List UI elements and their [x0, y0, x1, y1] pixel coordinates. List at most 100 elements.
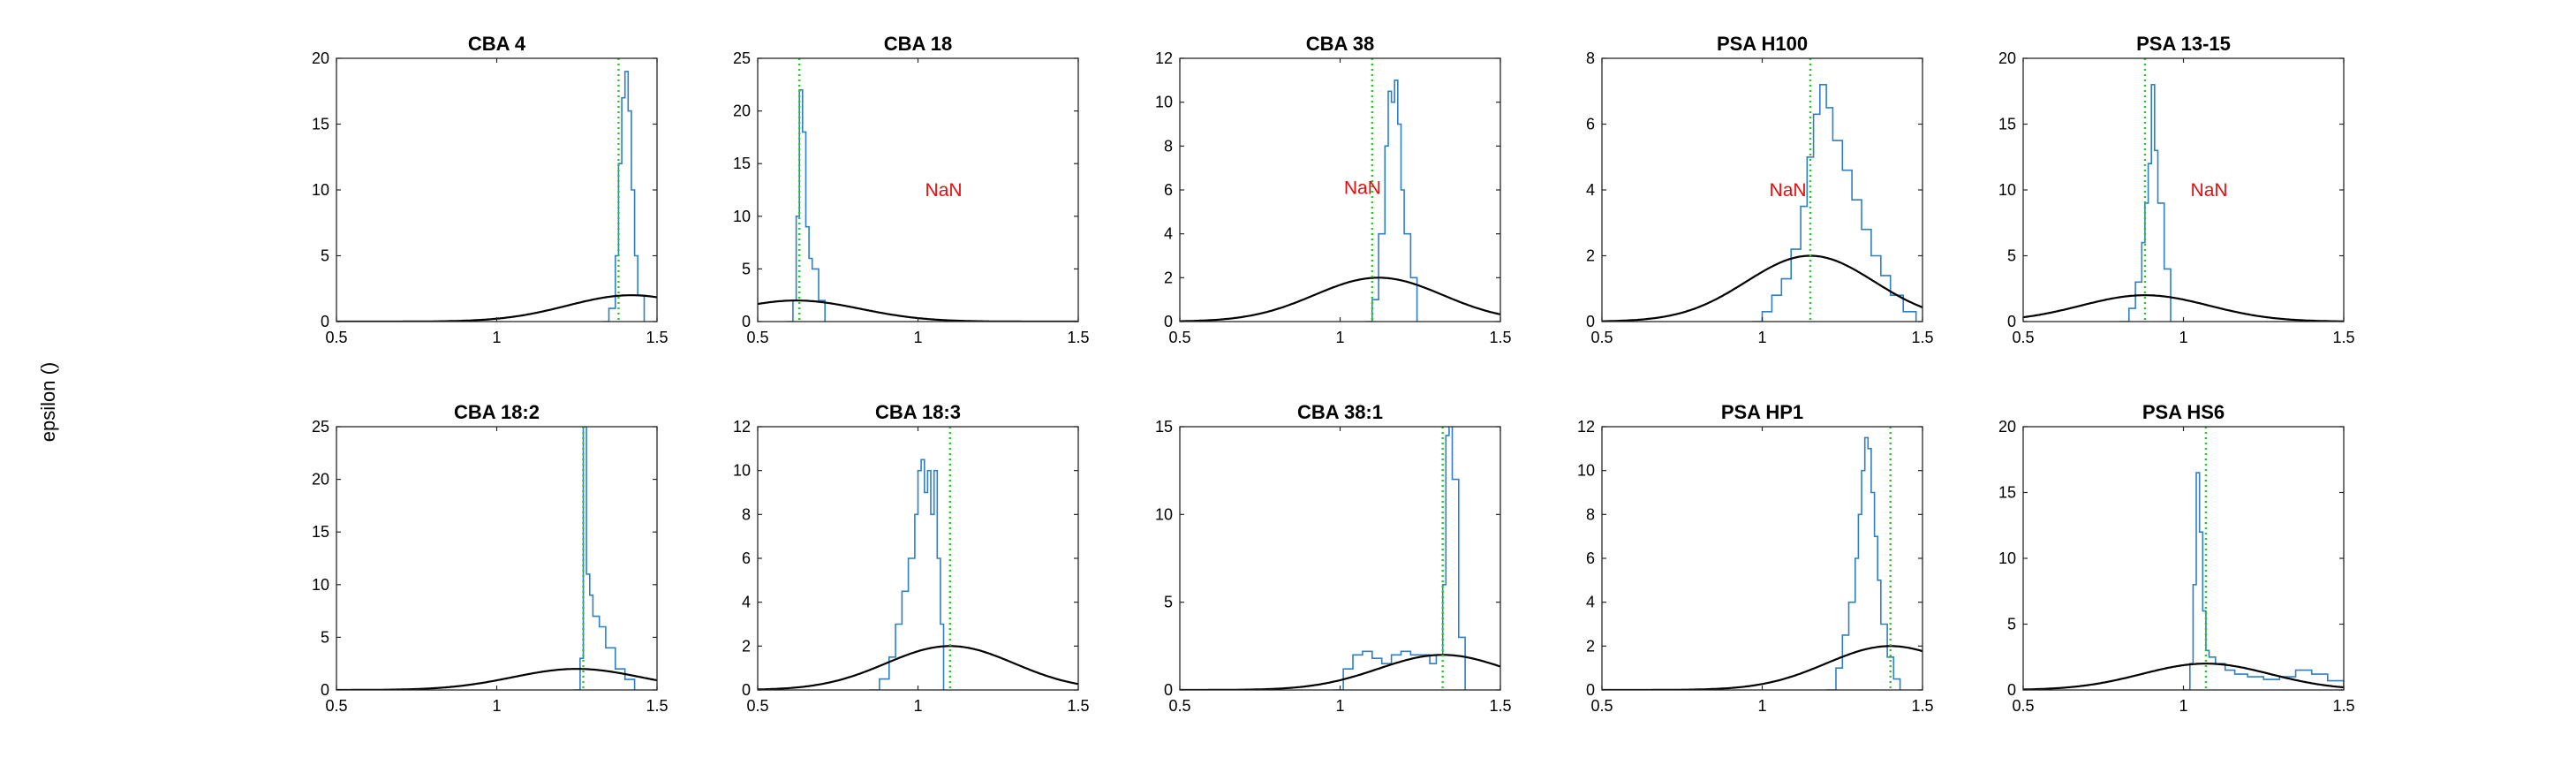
- y-tick-label: 0: [1164, 313, 1173, 330]
- y-tick-label: 10: [1998, 549, 2016, 567]
- y-tick-label: 15: [1998, 484, 2016, 502]
- subplot-title: CBA 18:3: [875, 401, 961, 423]
- y-tick-label: 5: [321, 628, 329, 646]
- subplot-title: PSA 13-15: [2136, 33, 2231, 55]
- histogram-series: [1333, 427, 1466, 690]
- y-tick-label: 15: [312, 523, 329, 541]
- y-tick-label: 15: [733, 155, 751, 172]
- x-tick-label: 0.5: [2012, 697, 2034, 715]
- y-tick-label: 5: [1164, 594, 1173, 611]
- plot-area: [758, 58, 1078, 322]
- histogram-series: [1826, 436, 1901, 690]
- gaussian-fit-curve: [1180, 277, 1500, 322]
- plot-area: [336, 427, 657, 690]
- histogram-series: [602, 71, 646, 322]
- y-tick-label: 10: [733, 208, 751, 225]
- subplot-title: CBA 38:1: [1297, 401, 1383, 423]
- x-tick-label: 1: [913, 329, 922, 346]
- gaussian-fit-curve: [1602, 254, 1923, 322]
- histogram-series: [2119, 84, 2172, 322]
- subplot: CBA 38 0.5 1 1.5 0 2 4 6 8 10 12 NaN: [1155, 33, 1512, 346]
- y-tick-label: 2: [1586, 637, 1595, 655]
- x-tick-label: 1: [2179, 329, 2187, 346]
- histogram-series: [1752, 84, 1917, 322]
- y-tick-label: 8: [742, 505, 751, 523]
- y-tick-label: 0: [1586, 681, 1595, 699]
- x-tick-label: 1: [492, 329, 501, 346]
- y-tick-label: 10: [733, 462, 751, 480]
- y-tick-label: 4: [742, 594, 751, 611]
- x-tick-label: 0.5: [746, 697, 768, 715]
- x-tick-label: 0.5: [2012, 329, 2034, 346]
- x-tick-label: 0.5: [1590, 329, 1613, 346]
- y-tick-label: 25: [312, 418, 329, 436]
- y-tick-label: 6: [1164, 181, 1173, 199]
- histogram-series: [1365, 80, 1418, 322]
- x-tick-label: 1.5: [1489, 329, 1511, 346]
- nan-annotation: NaN: [925, 180, 963, 201]
- x-tick-label: 1: [1757, 697, 1766, 715]
- plot-area: [2023, 58, 2344, 322]
- figure-ylabel: epsilon (): [37, 362, 59, 442]
- y-tick-label: 5: [321, 247, 329, 265]
- y-tick-label: 25: [733, 49, 751, 67]
- y-tick-label: 10: [312, 181, 329, 199]
- y-tick-label: 2: [1164, 269, 1173, 286]
- y-tick-label: 2: [1586, 247, 1595, 265]
- subplot: PSA 13-15 0.5 1 1.5 0 5 10 15 20 NaN: [1998, 33, 2355, 346]
- x-tick-label: 1.5: [1911, 697, 1933, 715]
- gaussian-fit-curve: [2023, 294, 2344, 322]
- x-tick-label: 1.5: [646, 697, 668, 715]
- y-tick-label: 0: [2007, 313, 2016, 330]
- nan-annotation: NaN: [2191, 180, 2228, 201]
- gaussian-fit-curve: [758, 645, 1078, 690]
- x-tick-label: 1: [1757, 329, 1766, 346]
- y-tick-label: 20: [1998, 49, 2016, 67]
- subplot: CBA 18:2 0.5 1 1.5 0 5 10 15 20 25: [312, 401, 669, 715]
- y-tick-label: 15: [1155, 418, 1173, 436]
- subplot-title: PSA H100: [1717, 33, 1808, 55]
- y-tick-label: 20: [312, 471, 329, 489]
- y-tick-label: 5: [2007, 616, 2016, 633]
- histogram-series: [870, 458, 945, 690]
- plot-content: [1602, 58, 1923, 322]
- y-tick-label: 0: [321, 313, 329, 330]
- subplot-title: PSA HP1: [1721, 401, 1803, 423]
- y-tick-label: 15: [312, 116, 329, 133]
- subplot: CBA 38:1 0.5 1 1.5 0 5 10 15: [1155, 401, 1512, 715]
- x-tick-label: 1.5: [1911, 329, 1933, 346]
- x-tick-label: 1.5: [1067, 697, 1089, 715]
- x-tick-label: 1.5: [646, 329, 668, 346]
- y-tick-label: 0: [742, 681, 751, 699]
- subplot-title: CBA 38: [1306, 33, 1374, 55]
- subplot: PSA HP1 0.5 1 1.5 0 2 4 6 8 10 12: [1577, 401, 1934, 715]
- subplot: CBA 18:3 0.5 1 1.5 0 2 4 6 8 10 12: [733, 401, 1090, 715]
- x-tick-label: 0.5: [1168, 329, 1190, 346]
- y-tick-label: 10: [1577, 462, 1595, 480]
- y-tick-label: 0: [742, 313, 751, 330]
- x-tick-label: 1.5: [2332, 697, 2354, 715]
- subplot: CBA 18 0.5 1 1.5 0 5 10 15 20 25 NaN: [733, 33, 1090, 346]
- x-tick-label: 1: [1335, 329, 1344, 346]
- x-tick-label: 1: [1335, 697, 1344, 715]
- nan-annotation: NaN: [1770, 180, 1807, 201]
- x-tick-label: 0.5: [325, 329, 347, 346]
- plot-area: [1180, 58, 1500, 322]
- y-tick-label: 20: [1998, 418, 2016, 436]
- y-tick-label: 4: [1586, 594, 1595, 611]
- y-tick-label: 0: [1164, 681, 1173, 699]
- x-tick-label: 0.5: [1168, 697, 1190, 715]
- y-tick-label: 8: [1164, 137, 1173, 155]
- x-tick-label: 1: [492, 697, 501, 715]
- y-tick-label: 8: [1586, 49, 1595, 67]
- plot-area: [336, 58, 657, 322]
- plot-content: [1180, 58, 1500, 322]
- y-tick-label: 0: [1586, 313, 1595, 330]
- plot-area: [1602, 427, 1923, 690]
- y-tick-label: 6: [1586, 549, 1595, 567]
- y-tick-label: 12: [1577, 418, 1595, 436]
- y-tick-label: 10: [312, 576, 329, 594]
- x-tick-label: 0.5: [1590, 697, 1613, 715]
- y-tick-label: 20: [312, 49, 329, 67]
